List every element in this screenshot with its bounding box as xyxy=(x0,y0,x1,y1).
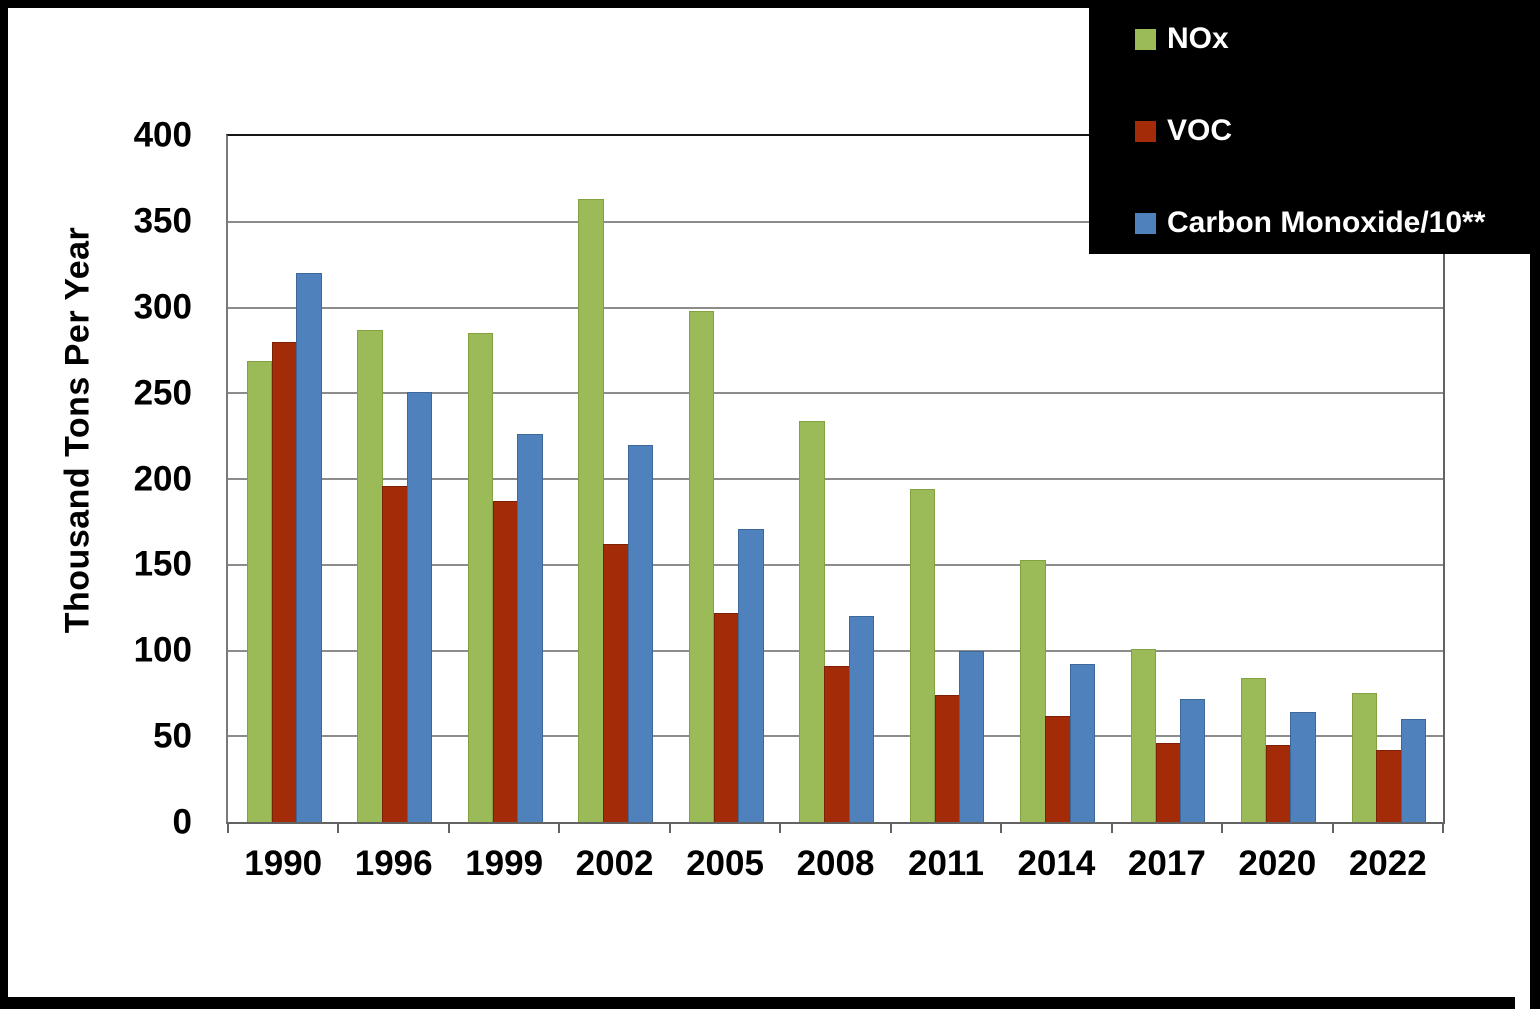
bar-voc-2014 xyxy=(1045,715,1071,822)
y-axis-tick-labels: 400 350 300 250 200 150 100 50 0 xyxy=(0,118,196,840)
x-tick-label-2005: 2005 xyxy=(686,844,764,883)
bar-voc-2002 xyxy=(603,544,629,822)
bar-co-2020 xyxy=(1290,712,1316,822)
bar-nox-2011 xyxy=(909,489,936,822)
bar-nox-2002 xyxy=(578,199,604,822)
x-axis-tick xyxy=(1000,822,1003,833)
bar-group-1999 xyxy=(449,136,559,822)
y-tick-label-150: 150 xyxy=(133,544,192,584)
bar-nox-2014 xyxy=(1020,559,1046,822)
bar-voc-1990 xyxy=(271,341,298,822)
bar-co-2008 xyxy=(848,616,875,822)
legend-swatch-nox xyxy=(1135,28,1156,50)
bar-group-2017 xyxy=(1112,136,1222,822)
y-tick-label-50: 50 xyxy=(153,716,192,756)
x-tick-label-2002: 2002 xyxy=(575,844,654,883)
bar-nox-2005 xyxy=(688,310,715,822)
x-tick-label-1990: 1990 xyxy=(244,844,323,883)
x-tick-label-2022: 2022 xyxy=(1348,844,1427,883)
bar-voc-1996 xyxy=(382,485,408,822)
bar-co-1999 xyxy=(517,434,543,822)
bar-group-2008 xyxy=(780,136,890,822)
y-tick-label-0: 0 xyxy=(172,802,192,842)
legend-label-voc: VOC xyxy=(1167,114,1233,147)
legend-label-co: Carbon Monoxide/10** xyxy=(1167,206,1486,239)
gridline xyxy=(228,563,1443,566)
gridline xyxy=(228,306,1443,309)
bar-voc-2017 xyxy=(1155,743,1181,822)
legend-item-co: Carbon Monoxide/10** xyxy=(1135,208,1540,238)
x-axis-labels: 1990 1996 1999 2002 2005 2008 2011 2014 2017 2020… xyxy=(228,846,1443,896)
x-axis-tick xyxy=(337,822,340,833)
bar-voc-2011 xyxy=(934,695,961,822)
legend-swatch-co xyxy=(1135,212,1156,234)
legend-item-voc: VOC xyxy=(1135,116,1540,146)
bar-co-2005 xyxy=(738,528,764,822)
y-tick-label-250: 250 xyxy=(133,373,192,413)
x-tick-label-2020: 2020 xyxy=(1238,844,1317,883)
bar-voc-1999 xyxy=(492,501,519,822)
bar-group-2014 xyxy=(1001,136,1111,822)
x-tick-label-1996: 1996 xyxy=(354,844,433,883)
bar-group-1996 xyxy=(338,136,448,822)
legend-label-nox: NOx xyxy=(1167,22,1229,55)
bar-group-2002 xyxy=(559,136,669,822)
x-tick-label-2014: 2014 xyxy=(1017,844,1096,883)
bar-nox-2022 xyxy=(1351,693,1377,822)
x-axis-tick xyxy=(668,822,671,833)
bar-co-1996 xyxy=(406,391,433,822)
bar-co-2011 xyxy=(959,650,985,822)
legend-swatch-voc xyxy=(1135,120,1156,142)
y-tick-label-300: 300 xyxy=(133,287,192,327)
x-axis-tick xyxy=(447,822,450,833)
bar-nox-1990 xyxy=(246,360,273,822)
y-tick-label-350: 350 xyxy=(133,201,192,241)
x-tick-label-2008: 2008 xyxy=(796,844,875,883)
legend: NOx VOC Carbon Monoxide/10** xyxy=(1089,0,1540,254)
bar-group-2011 xyxy=(891,136,1001,822)
x-tick-label-2011: 2011 xyxy=(907,844,984,883)
bar-co-2014 xyxy=(1069,664,1095,822)
bar-voc-2020 xyxy=(1266,744,1292,822)
bar-nox-2017 xyxy=(1130,648,1156,822)
bar-group-2005 xyxy=(670,136,780,822)
bar-nox-1996 xyxy=(357,329,383,822)
y-tick-label-400: 400 xyxy=(133,115,192,155)
gridline xyxy=(228,478,1443,480)
x-axis-tick xyxy=(1110,822,1113,833)
x-axis-tick xyxy=(1442,822,1444,833)
bar-co-2002 xyxy=(627,444,654,822)
x-axis-tick xyxy=(779,822,782,833)
x-axis-tick xyxy=(558,822,561,833)
bar-co-2017 xyxy=(1179,698,1206,822)
bar-group-2022 xyxy=(1333,136,1443,822)
bar-nox-2020 xyxy=(1241,677,1267,822)
bar-voc-2008 xyxy=(824,665,850,822)
x-tick-label-2017: 2017 xyxy=(1127,844,1206,883)
gridline xyxy=(228,392,1443,395)
gridline xyxy=(228,220,1443,223)
x-tick-label-1999: 1999 xyxy=(465,844,544,883)
y-tick-label-100: 100 xyxy=(133,630,192,670)
bar-voc-2005 xyxy=(713,612,740,822)
bar-co-2022 xyxy=(1400,719,1427,822)
gridline xyxy=(228,649,1443,652)
x-axis-tick xyxy=(1221,822,1224,833)
legend-item-nox: NOx xyxy=(1135,24,1540,54)
bar-nox-2008 xyxy=(799,420,825,822)
x-axis-tick xyxy=(227,822,229,833)
x-axis-tick xyxy=(1331,822,1334,833)
bar-group-2020 xyxy=(1222,136,1332,822)
bar-group-1990 xyxy=(228,136,338,822)
x-axis-tick xyxy=(889,822,892,833)
bar-nox-1999 xyxy=(467,333,494,822)
frame-notch xyxy=(1515,997,1530,1009)
y-tick-label-200: 200 xyxy=(133,459,192,498)
bar-voc-2022 xyxy=(1376,749,1402,822)
bar-co-1990 xyxy=(296,273,322,822)
